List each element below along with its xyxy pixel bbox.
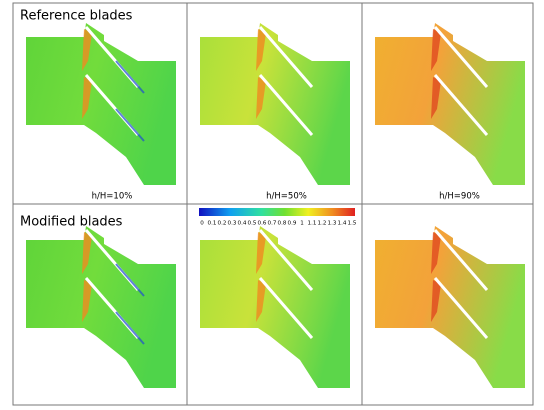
colorbar-label: 0.1: [208, 221, 217, 227]
caption: h/H=90%: [439, 192, 480, 202]
colorbar-label: 0.7: [268, 221, 277, 227]
colorbar-label: 0.2: [218, 221, 227, 227]
blade-hot: [431, 77, 441, 119]
blade-hot: [256, 29, 266, 71]
colorbar-label: 1.2: [318, 221, 327, 227]
colorbar-label: 0.9: [288, 221, 297, 227]
blade-hot: [82, 232, 92, 274]
blade: [433, 229, 489, 291]
contour-domain: [375, 226, 525, 388]
contour-domain: [26, 226, 176, 388]
colorbar-label: 0.3: [228, 221, 237, 227]
colorbar-label: 1.3: [328, 221, 337, 227]
colorbar-label: 0.6: [258, 221, 267, 227]
blade-hot: [82, 77, 92, 119]
blade-wake: [115, 108, 145, 142]
colorbar: [199, 208, 355, 216]
caption: h/H=50%: [266, 192, 307, 202]
blade-hot: [431, 232, 441, 274]
colorbar-label: 0.5: [248, 221, 257, 227]
blade: [433, 26, 489, 88]
blade: [258, 74, 314, 136]
blade-wake: [115, 263, 145, 297]
colorbar-label: 1: [300, 221, 304, 227]
blade: [258, 229, 314, 291]
row-label: Modified blades: [20, 215, 123, 230]
blade-hot: [256, 77, 266, 119]
blade-hot: [82, 29, 92, 71]
colorbar-label: 1.1: [308, 221, 317, 227]
blade: [258, 277, 314, 339]
contour-domain: [200, 226, 350, 388]
blade-wake: [115, 311, 145, 345]
colorbar-label: 0: [200, 221, 204, 227]
colorbar-label: 0.8: [278, 221, 287, 227]
blade-hot: [256, 232, 266, 274]
blade: [433, 277, 489, 339]
contour-domain: [26, 23, 176, 185]
blade: [433, 74, 489, 136]
colorbar-label: 0.4: [238, 221, 247, 227]
blade: [258, 26, 314, 88]
contour-domain: [375, 23, 525, 185]
colorbar-label: 1.4: [338, 221, 347, 227]
contour-domain: [200, 23, 350, 185]
colorbar-label: 1.5: [348, 221, 357, 227]
row-label: Reference blades: [20, 9, 133, 24]
blade-wake: [115, 60, 145, 94]
blade-hot: [431, 280, 441, 322]
blade-hot: [256, 280, 266, 322]
blade-hot: [431, 29, 441, 71]
blade-hot: [82, 280, 92, 322]
caption: h/H=10%: [92, 192, 133, 202]
